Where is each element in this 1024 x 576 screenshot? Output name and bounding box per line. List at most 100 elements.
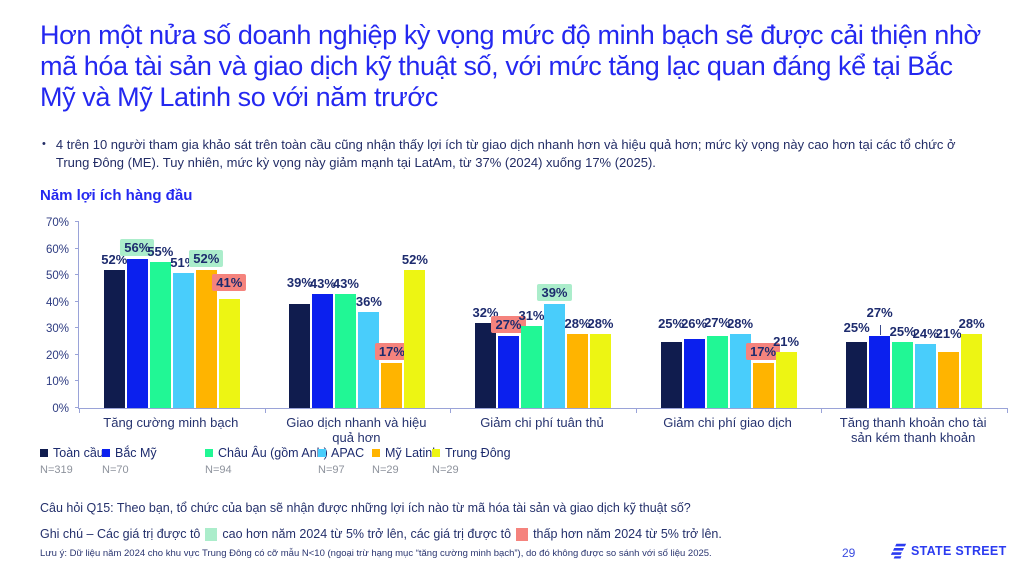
legend-row: Mỹ Latinh bbox=[372, 446, 439, 460]
bar bbox=[846, 341, 868, 408]
bar-slot: 25% bbox=[658, 222, 684, 408]
bar-slot: 36% bbox=[355, 222, 382, 408]
bar bbox=[520, 325, 542, 408]
x-category-label: Giảm chi phí tuân thủ bbox=[480, 415, 604, 430]
question-text: Câu hỏi Q15: Theo bạn, tổ chức của bạn s… bbox=[40, 501, 691, 515]
bar bbox=[497, 336, 519, 408]
y-tick-mark bbox=[75, 353, 79, 355]
bar-group: 25% 26% 27% 28% 17% 21% bbox=[636, 222, 822, 408]
value-label: 36% bbox=[355, 294, 382, 310]
value-label: 21% bbox=[773, 334, 800, 350]
legend-label: Toàn cầu bbox=[53, 446, 104, 460]
legend-row: Trung Đông bbox=[432, 446, 511, 460]
bar-slot: 52% bbox=[402, 222, 428, 408]
note-part2: cao hơn năm 2024 từ 5% trở lên, các giá … bbox=[222, 527, 512, 541]
bar bbox=[915, 344, 937, 408]
y-tick-mark bbox=[75, 247, 79, 249]
bar-slot: 28% bbox=[564, 222, 591, 408]
value-label: 32% bbox=[472, 305, 499, 320]
legend-marker bbox=[102, 449, 110, 457]
bar bbox=[358, 312, 380, 408]
y-tick-label: 60% bbox=[45, 243, 69, 256]
value-label: 43% bbox=[309, 275, 336, 291]
state-street-logo: STATE STREET bbox=[890, 542, 1007, 560]
legend-label: Trung Đông bbox=[445, 446, 511, 460]
value-label: 27% bbox=[866, 305, 893, 321]
value-label: 31% bbox=[518, 307, 545, 323]
bar-slot: 43% bbox=[309, 222, 336, 408]
legend-sample-size: N=29 bbox=[372, 464, 399, 476]
bar bbox=[126, 259, 148, 408]
y-tick-label: 0% bbox=[52, 403, 69, 415]
y-tick-label: 10% bbox=[45, 376, 69, 389]
value-label: 21% bbox=[935, 326, 962, 342]
x-tick-mark bbox=[79, 408, 80, 413]
bar-slot: 21% bbox=[935, 222, 962, 408]
bar-slot: 56% bbox=[120, 222, 155, 408]
y-tick-label: 30% bbox=[45, 323, 69, 336]
bar bbox=[195, 269, 217, 408]
bar-slot: 39% bbox=[286, 222, 313, 408]
legend-marker bbox=[205, 449, 213, 457]
y-tick-label: 70% bbox=[45, 217, 69, 229]
x-tick-mark bbox=[635, 408, 637, 413]
note-part3: thấp hơn năm 2024 từ 5% trở lên. bbox=[533, 527, 722, 541]
bar-slot: 28% bbox=[959, 222, 985, 408]
legend-label: APAC bbox=[331, 446, 365, 460]
legend-item: Châu Âu (gồm Anh) N=94 bbox=[205, 446, 328, 476]
bar bbox=[312, 293, 334, 408]
x-category-label: Tăng cường minh bạch bbox=[103, 415, 239, 430]
logo-wordmark: STATE STREET bbox=[911, 544, 1007, 558]
legend-item: Mỹ Latinh N=29 bbox=[372, 446, 439, 476]
legend-item: APAC N=97 bbox=[318, 446, 372, 476]
x-category-label: Tăng thanh khoản cho tài sản kém thanh k… bbox=[839, 415, 987, 445]
bar bbox=[404, 269, 426, 408]
note-text: Ghi chú – Các giá trị được tô cao hơn nă… bbox=[40, 527, 722, 541]
value-label: 56% bbox=[120, 239, 155, 257]
higher-value-chip bbox=[205, 527, 218, 541]
value-label: 28% bbox=[564, 315, 591, 331]
bar bbox=[543, 304, 565, 408]
y-tick-label: 20% bbox=[45, 349, 69, 362]
slide-title: Hơn một nửa số doanh nghiệp kỳ vọng mức … bbox=[40, 20, 981, 112]
y-tick-mark bbox=[75, 221, 79, 222]
legend-marker bbox=[318, 449, 326, 457]
bar-slot: 25% bbox=[843, 222, 870, 408]
y-tick-mark bbox=[75, 274, 79, 276]
legend-item: Trung Đông N=29 bbox=[432, 446, 511, 476]
bar bbox=[289, 304, 311, 408]
bar bbox=[589, 333, 611, 408]
value-label: 27% bbox=[491, 316, 526, 334]
legend-marker bbox=[432, 449, 440, 457]
bar bbox=[149, 261, 171, 408]
bar-slot: 43% bbox=[333, 222, 359, 408]
legend-label: Châu Âu (gồm Anh) bbox=[218, 446, 328, 460]
legend-sample-size: N=319 bbox=[40, 464, 73, 476]
bar-slot: 31% bbox=[518, 222, 545, 408]
value-label: 39% bbox=[286, 275, 313, 291]
x-tick-mark bbox=[821, 408, 823, 413]
lower-value-chip bbox=[516, 527, 529, 541]
bar bbox=[706, 336, 728, 408]
y-tick-mark bbox=[75, 327, 79, 329]
bar bbox=[172, 272, 194, 408]
bar bbox=[103, 269, 125, 408]
bar-slot: 26% bbox=[681, 222, 707, 408]
chart-title: Năm lợi ích hàng đầu bbox=[40, 187, 193, 204]
x-category-label: Giảm chi phí giao dịch bbox=[663, 415, 792, 430]
y-tick-mark bbox=[75, 407, 79, 408]
bar bbox=[381, 362, 403, 408]
legend-label: Bắc Mỹ bbox=[115, 446, 157, 460]
bar-slot: 27% bbox=[866, 222, 893, 408]
bar bbox=[335, 293, 357, 408]
bar-slot: 24% bbox=[913, 222, 939, 408]
value-label: 52% bbox=[189, 249, 224, 267]
bar bbox=[961, 333, 983, 408]
y-tick-mark bbox=[75, 300, 79, 302]
bar-slot: 17% bbox=[746, 222, 781, 408]
legend-row: APAC bbox=[318, 446, 372, 460]
value-label: 39% bbox=[537, 284, 572, 302]
value-label: 25% bbox=[843, 319, 870, 335]
value-label: 55% bbox=[147, 243, 174, 259]
